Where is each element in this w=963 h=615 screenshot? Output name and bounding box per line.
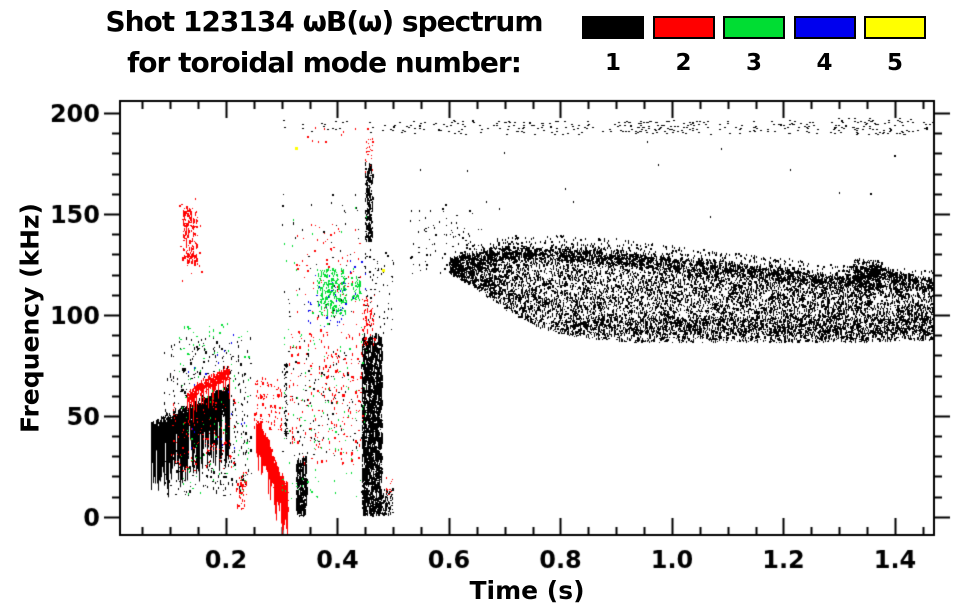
legend-swatch-icon <box>723 16 785 39</box>
legend-entry-mode-3: 3 <box>723 16 787 76</box>
legend-mode-label: 1 <box>604 50 621 76</box>
figure-subtitle: for toroidal mode number: <box>127 46 522 79</box>
legend-entry-mode-1: 1 <box>582 16 646 76</box>
y-axis-title: Frequency (kHz) <box>15 203 45 433</box>
legend-swatch-icon <box>582 16 644 39</box>
legend-mode-label: 2 <box>675 50 692 76</box>
legend-swatch-icon <box>793 16 856 39</box>
legend-swatch-icon <box>864 16 926 39</box>
legend-entry-mode-4: 4 <box>793 16 858 76</box>
legend-entry-mode-2: 2 <box>652 16 717 76</box>
legend-swatch-icon <box>652 16 715 39</box>
legend-mode-label: 4 <box>816 50 833 76</box>
legend: 1 2 3 4 5 <box>0 0 963 90</box>
legend-mode-label: 3 <box>745 50 762 76</box>
legend-entry-mode-5: 5 <box>864 16 928 76</box>
legend-mode-label: 5 <box>886 50 903 76</box>
figure-title: Shot 123134 ωB(ω) spectrum <box>105 5 543 38</box>
x-axis-title: Time (s) <box>469 576 585 605</box>
